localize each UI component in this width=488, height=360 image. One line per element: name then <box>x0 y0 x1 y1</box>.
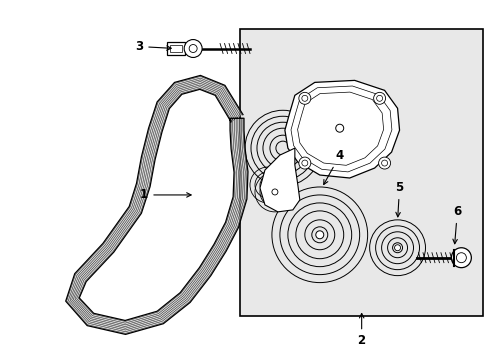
Circle shape <box>450 248 470 268</box>
Circle shape <box>315 231 323 239</box>
Polygon shape <box>65 75 247 334</box>
Circle shape <box>394 245 400 251</box>
Text: 6: 6 <box>452 205 461 244</box>
Text: 5: 5 <box>395 181 403 217</box>
Bar <box>167 41 185 55</box>
Text: 4: 4 <box>323 149 343 184</box>
Circle shape <box>455 253 466 263</box>
Text: 2: 2 <box>357 314 365 347</box>
Bar <box>170 45 182 53</box>
Circle shape <box>378 157 390 169</box>
Circle shape <box>298 92 310 104</box>
Circle shape <box>381 160 387 166</box>
Circle shape <box>271 189 277 195</box>
Polygon shape <box>285 80 399 178</box>
Circle shape <box>184 40 202 58</box>
Polygon shape <box>260 148 299 212</box>
Bar <box>239 30 483 316</box>
Circle shape <box>335 124 343 132</box>
Circle shape <box>298 157 310 169</box>
Text: 1: 1 <box>140 188 191 202</box>
Circle shape <box>301 160 307 166</box>
Circle shape <box>301 95 307 101</box>
Circle shape <box>376 95 382 101</box>
Text: 3: 3 <box>135 40 171 53</box>
Circle shape <box>189 45 197 53</box>
Circle shape <box>373 92 385 104</box>
